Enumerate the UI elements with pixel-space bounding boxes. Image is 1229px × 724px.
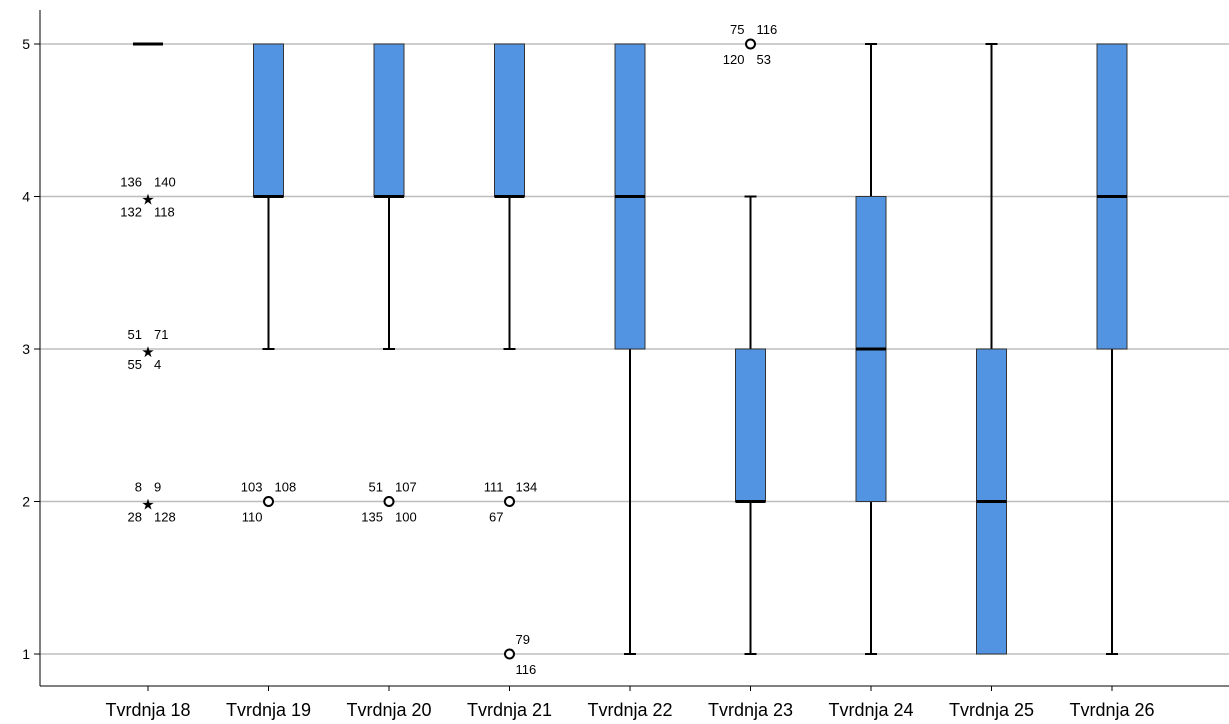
x-tick-label: Tvrdnja 22 (587, 700, 672, 720)
box-body (494, 43, 525, 197)
box-3 (373, 43, 405, 350)
outlier-circle (383, 496, 395, 507)
outlier-2: ★ 51 71 55 4 (128, 327, 169, 372)
outlier-id-label: 67 (489, 510, 503, 525)
outlier-id-label: 128 (154, 510, 176, 525)
box-9 (1096, 43, 1128, 655)
outlier-id-label: 116 (757, 22, 778, 37)
outlier-id-label: 132 (120, 205, 142, 220)
box-7 (855, 43, 887, 655)
outlier-id-label: 9 (154, 480, 161, 495)
outlier-id-label: 111 (484, 480, 504, 495)
boxes (133, 42, 1128, 655)
outlier-star: ★ (141, 497, 154, 514)
outlier-id-label: 103 (241, 480, 263, 495)
box-6 (735, 195, 766, 655)
x-tick-label: Tvrdnja 25 (949, 700, 1034, 720)
outlier-id-label: 55 (128, 357, 142, 372)
outlier-3: ★ 8 9 28 128 (128, 480, 176, 525)
x-tick-label: Tvrdnja 24 (828, 700, 913, 720)
outlier-5: 51 107 135 100 (361, 480, 416, 525)
outlier-id-label: 100 (395, 510, 417, 525)
outlier-id-label: 136 (120, 175, 142, 190)
y-tick-label: 5 (22, 36, 30, 52)
outlier-id-label: 8 (135, 480, 142, 495)
outlier-4: 103 108 110 (241, 480, 296, 525)
outlier-id-label: 140 (154, 175, 176, 190)
y-axis: 1 2 3 4 5 (22, 10, 41, 686)
outlier-8: 75 116 120 53 (723, 22, 777, 67)
box-5 (614, 43, 646, 655)
box-8 (976, 43, 1007, 655)
outlier-id-label: 28 (128, 510, 142, 525)
outlier-id-label: 108 (275, 480, 297, 495)
outlier-id-label: 135 (361, 510, 383, 525)
outlier-id-label: 75 (730, 22, 744, 37)
x-tick-label: Tvrdnja 20 (346, 700, 431, 720)
outlier-circle (263, 496, 274, 507)
box-body (373, 43, 405, 197)
outlier-id-label: 116 (516, 662, 537, 677)
y-tick-label: 3 (22, 341, 30, 357)
outlier-id-label: 53 (757, 52, 771, 67)
x-tick-label: Tvrdnja 19 (226, 700, 311, 720)
x-tick-label: Tvrdnja 21 (467, 700, 552, 720)
outlier-id-label: 110 (242, 510, 263, 525)
y-tick-label: 4 (22, 189, 30, 205)
outlier-star: ★ (141, 344, 154, 361)
box-4 (494, 43, 525, 350)
outlier-id-label: 118 (154, 205, 175, 220)
box-2 (253, 43, 284, 350)
outlier-id-label: 51 (128, 327, 142, 342)
outlier-id-label: 134 (516, 480, 538, 495)
outlier-id-label: 4 (154, 357, 161, 372)
outlier-6: 111 134 67 (484, 480, 537, 525)
outlier-id-label: 120 (723, 52, 745, 67)
outlier-id-label: 71 (154, 327, 168, 342)
outlier-id-label: 51 (369, 480, 383, 495)
outlier-circle (504, 496, 515, 507)
x-tick-label: Tvrdnja 23 (708, 700, 793, 720)
outlier-star: ★ (141, 192, 154, 209)
x-axis: Tvrdnja 18 Tvrdnja 19 Tvrdnja 20 Tvrdnja 21… (40, 685, 1229, 720)
y-tick-label: 1 (22, 646, 30, 662)
outlier-circle (504, 648, 515, 660)
x-tick-label: Tvrdnja 26 (1069, 700, 1154, 720)
box-body (253, 43, 284, 197)
box-body (735, 348, 766, 502)
outlier-id-label: 79 (516, 632, 530, 647)
outlier-1: ★ 136 140 132 118 (120, 175, 175, 220)
y-tick-label: 2 (22, 494, 30, 510)
x-tick-label: Tvrdnja 18 (105, 700, 190, 720)
outlier-7: 79 116 (504, 632, 537, 677)
outlier-id-label: 107 (395, 480, 417, 495)
outlier-circle (745, 38, 756, 50)
